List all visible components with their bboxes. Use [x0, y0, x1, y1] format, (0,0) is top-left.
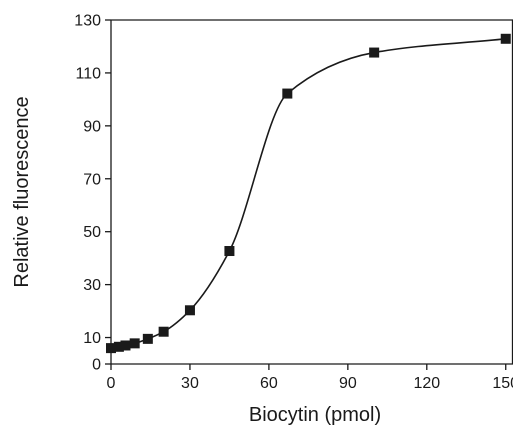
data-point-marker: [120, 340, 131, 351]
data-point-marker: [129, 338, 140, 349]
x-axis-title: Biocytin (pmol): [249, 404, 381, 426]
data-point-marker: [158, 326, 169, 337]
x-tick-label: 60: [260, 375, 278, 392]
y-tick-label: 50: [83, 224, 101, 241]
x-tick-label: 30: [181, 375, 199, 392]
y-tick-label: 10: [83, 330, 101, 347]
data-point-marker: [113, 341, 124, 352]
y-tick-label: 130: [74, 13, 101, 30]
y-tick-label: 0: [92, 357, 101, 374]
data-point-marker: [142, 333, 153, 344]
y-axis-title: Relative fluorescence: [11, 96, 33, 287]
y-tick-label: 70: [83, 171, 101, 188]
y-tick-label: 30: [83, 277, 101, 294]
y-ticks: 0 10 30 50 70 90 110 130: [74, 13, 111, 374]
x-tick-label: 120: [413, 375, 440, 392]
data-point-marker: [224, 246, 235, 257]
x-tick-label: 150: [492, 375, 513, 392]
x-ticks: 0 30 60 90 120 150: [107, 364, 513, 392]
fit-curve: [110, 37, 506, 349]
x-tick-label: 0: [107, 375, 116, 392]
data-point-marker: [282, 88, 293, 99]
axes: [110, 19, 513, 365]
y-tick-label: 90: [83, 118, 101, 135]
data-point-marker: [106, 343, 116, 354]
data-point-marker: [369, 47, 380, 58]
x-tick-label: 90: [339, 375, 357, 392]
y-tick-label: 110: [75, 65, 101, 82]
data-point-marker: [500, 33, 511, 44]
data-points: [106, 33, 511, 354]
data-point-marker: [184, 305, 195, 316]
